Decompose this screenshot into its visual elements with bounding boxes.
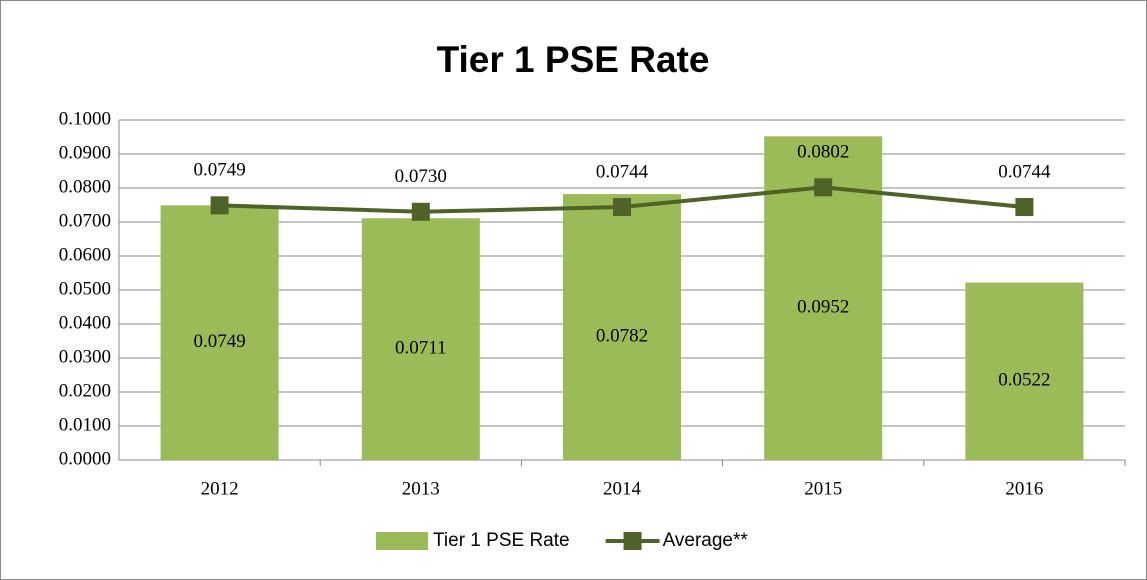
bar: [563, 194, 681, 460]
line-marker: [1015, 198, 1034, 217]
y-tick-label: 0.0800: [59, 176, 111, 197]
bar-label: 0.0711: [395, 337, 447, 358]
x-tick-label: 2016: [1005, 478, 1043, 499]
x-tick-label: 2014: [603, 478, 642, 499]
line-label: 0.0730: [395, 166, 447, 187]
bar-label: 0.0749: [193, 331, 245, 352]
line-marker: [613, 198, 631, 217]
chart-title: Tier 1 PSE Rate: [437, 39, 710, 80]
y-tick-label: 0.0400: [59, 312, 111, 333]
line-marker: [411, 202, 430, 221]
line-label: 0.0744: [998, 161, 1051, 182]
bar-label: 0.0782: [596, 325, 648, 346]
x-tick-label: 2015: [804, 478, 842, 499]
y-tick-label: 0.0900: [59, 142, 111, 163]
y-tick-label: 0.0100: [59, 414, 111, 435]
y-tick-label: 0.0700: [59, 210, 111, 231]
y-tick-label: 0.0600: [59, 244, 111, 265]
y-tick-label: 0.0500: [59, 278, 111, 299]
legend-marker: [623, 532, 642, 550]
line-label: 0.0744: [596, 161, 649, 182]
y-tick-label: 0.0300: [59, 346, 111, 367]
legend-label: Average**: [663, 530, 749, 551]
bar-label: 0.0522: [998, 370, 1050, 391]
y-tick-label: 0.1000: [59, 108, 111, 129]
line-marker: [814, 178, 833, 197]
bar: [965, 282, 1084, 460]
legend-swatch: [376, 532, 428, 550]
y-tick-label: 0.0000: [59, 448, 111, 469]
line-label: 0.0802: [797, 142, 849, 163]
bar-label: 0.0952: [797, 297, 849, 318]
y-tick-label: 0.0200: [59, 380, 111, 401]
line-label: 0.0749: [193, 160, 245, 181]
legend-label: Tier 1 PSE Rate: [433, 530, 570, 551]
x-tick-label: 2013: [402, 478, 440, 499]
line-marker: [210, 196, 229, 215]
bar: [160, 205, 279, 460]
x-tick-label: 2012: [201, 478, 239, 499]
bar: [361, 218, 480, 460]
